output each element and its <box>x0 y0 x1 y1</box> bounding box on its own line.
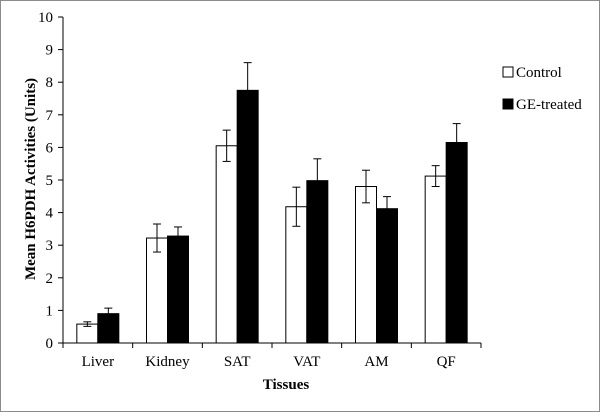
legend-label-ge-treated: GE-treated <box>516 97 582 113</box>
y-axis-title: Mean H6PDH Activities (Units) <box>23 78 39 280</box>
y-tick-label: 7 <box>46 108 54 124</box>
x-axis-title: Tissues <box>263 377 310 393</box>
bars-layer <box>76 89 468 344</box>
bar-control-kidney <box>146 237 168 344</box>
x-tick-label: Liver <box>82 354 114 370</box>
bar-control-vat <box>285 206 308 344</box>
bar-ge-treated-sat <box>236 89 259 344</box>
legend-label-control: Control <box>516 65 562 81</box>
y-tick-label: 6 <box>46 140 54 156</box>
bar-ge-treated-kidney <box>167 235 189 344</box>
y-tick-label: 2 <box>46 271 54 287</box>
y-tick-label: 1 <box>46 303 54 319</box>
y-tick-label: 8 <box>46 75 54 91</box>
x-tick-label: AM <box>364 354 388 370</box>
y-tick-label: 10 <box>38 10 53 26</box>
bar-control-sat <box>215 145 238 344</box>
x-tick-label: QF <box>437 354 456 370</box>
x-tick-label: Kidney <box>145 354 190 370</box>
y-tick-label: 9 <box>46 43 54 59</box>
bar-ge-treated-vat <box>306 180 329 344</box>
error-bars-layer <box>83 62 461 327</box>
y-tick-label: 4 <box>46 206 54 222</box>
legend-swatch-ge-treated <box>502 98 514 110</box>
y-tick-label: 5 <box>46 173 54 189</box>
legend: Control GE-treated <box>502 65 582 113</box>
bar-ge-treated-am <box>376 208 398 344</box>
x-tick-label: VAT <box>293 354 320 370</box>
labels-layer: Liver Kidney SAT VAT AM QF 0 1 2 3 4 5 6 7 8 9 10 <box>38 10 456 370</box>
bar-ge-treated-qf <box>445 142 468 344</box>
axes-layer <box>58 16 482 348</box>
bar-control-am <box>355 186 377 344</box>
y-tick-label: 3 <box>46 238 54 254</box>
bar-control-qf <box>424 175 447 344</box>
bar-control-liver <box>76 323 99 344</box>
x-tick-label: SAT <box>224 354 251 370</box>
y-tick-label: 0 <box>46 336 54 352</box>
legend-swatch-control <box>502 66 514 78</box>
